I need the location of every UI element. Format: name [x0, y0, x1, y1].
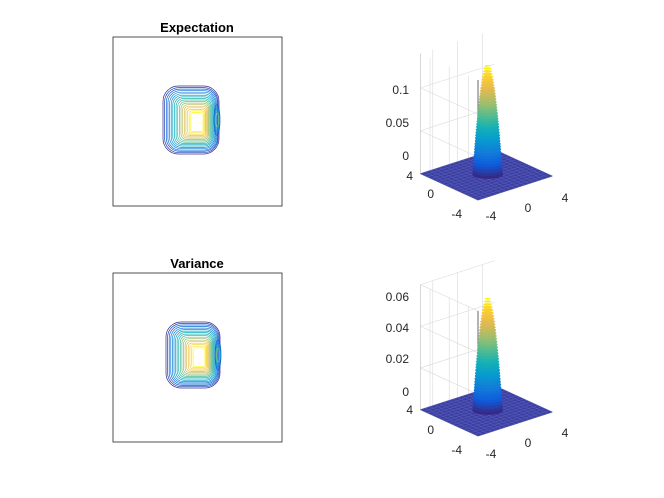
contour-level	[164, 87, 219, 154]
surface-slice	[481, 77, 494, 82]
z-tick-0.1: 0.1	[392, 83, 409, 97]
surface-slice	[484, 297, 491, 300]
expectation-surface	[420, 64, 553, 201]
contour-level	[165, 88, 218, 152]
y-tick-0: 0	[427, 187, 434, 201]
z-tick-0.05: 0.05	[386, 116, 410, 130]
surface-slice	[481, 75, 494, 79]
contour-level	[214, 107, 220, 133]
contour-level	[215, 345, 221, 365]
x-tick-4: 4	[562, 191, 569, 205]
variance-contour-lines	[165, 321, 222, 389]
surface-slice	[480, 316, 495, 321]
contour-level	[184, 339, 210, 374]
contour-level	[176, 332, 215, 380]
contour-level	[179, 335, 213, 377]
contour-level	[215, 112, 219, 128]
contour-level	[183, 105, 208, 138]
surface-slice	[483, 300, 492, 303]
z-tick-0: 0	[402, 149, 409, 163]
surface-slice	[481, 308, 494, 312]
contour-level	[179, 101, 211, 142]
contour-level	[188, 110, 205, 134]
surface-slice	[484, 64, 491, 67]
x-tick-4: 4	[562, 426, 569, 440]
mesh-line	[494, 149, 553, 177]
x-tick-0: 0	[525, 436, 532, 450]
variance-surface	[420, 297, 553, 437]
surface-slice	[481, 80, 495, 85]
contour-level	[170, 326, 218, 385]
surface-slice	[481, 314, 495, 318]
surface-slice	[480, 83, 495, 88]
contour-level	[182, 104, 209, 139]
contour-level	[190, 112, 204, 132]
x-tick-neg4: -4	[486, 209, 497, 223]
expectation-contour-lines	[162, 85, 221, 155]
contour-level	[168, 324, 219, 386]
contour-level	[189, 344, 208, 370]
y-tick-neg4: -4	[451, 207, 462, 221]
contour-level	[181, 336, 212, 376]
variance-surface-ticks: 0.06 0.04 0.02 0 4 0 -4 -4 0 4	[386, 290, 569, 461]
y-tick-neg4: -4	[451, 443, 462, 457]
x-tick-0: 0	[525, 201, 532, 215]
contour-level	[191, 345, 207, 368]
surface-slice	[481, 311, 494, 315]
y-tick-4: 4	[406, 403, 413, 417]
variance-plot-box	[112, 272, 283, 443]
contour-level	[214, 339, 222, 371]
mesh-line	[494, 385, 553, 413]
contour-level	[167, 323, 220, 388]
expectation-contour-panel: Expectation	[112, 20, 283, 207]
y-tick-4: 4	[406, 169, 413, 183]
expectation-surface-ticks: 0.1 0.05 0 4 0 -4 -4 0 4	[386, 83, 569, 223]
contour-level	[172, 94, 214, 147]
variance-contour-panel: Variance	[112, 256, 283, 443]
surface-slice	[483, 70, 493, 73]
contour-level	[187, 342, 208, 371]
expectation-plot-box	[112, 36, 283, 207]
contour-level	[174, 96, 213, 146]
contour-level	[183, 338, 211, 375]
z-tick-0.06: 0.06	[386, 290, 410, 304]
variance-surface-panel: 0.06 0.04 0.02 0 4 0 -4 -4 0 4	[386, 260, 569, 461]
contour-level	[216, 347, 220, 363]
contour-level	[178, 333, 214, 379]
contour-level	[187, 109, 206, 135]
contour-level	[185, 107, 207, 136]
contour-level	[177, 99, 211, 143]
contour-level	[192, 347, 206, 367]
z-tick-0: 0	[402, 385, 409, 399]
surface-slice	[480, 319, 495, 324]
y-tick-0: 0	[427, 423, 434, 437]
contour-level	[215, 342, 221, 368]
contour-level	[186, 341, 209, 372]
contour-level	[167, 90, 217, 151]
surface-slice	[482, 305, 493, 309]
surface-slice	[483, 67, 492, 70]
contour-level	[213, 104, 221, 136]
contour-level	[175, 98, 212, 144]
surface-slice	[482, 72, 493, 76]
variance-title: Variance	[170, 256, 224, 271]
x-tick-neg4: -4	[486, 447, 497, 461]
z-tick-0.02: 0.02	[386, 352, 410, 366]
contour-level	[214, 109, 220, 131]
expectation-title: Expectation	[160, 20, 234, 35]
z-tick-0.04: 0.04	[386, 321, 410, 335]
contour-level	[180, 102, 210, 140]
expectation-surface-panel: 0.1 0.05 0 4 0 -4 -4 0 4	[386, 33, 569, 223]
surface-slice	[483, 303, 493, 306]
